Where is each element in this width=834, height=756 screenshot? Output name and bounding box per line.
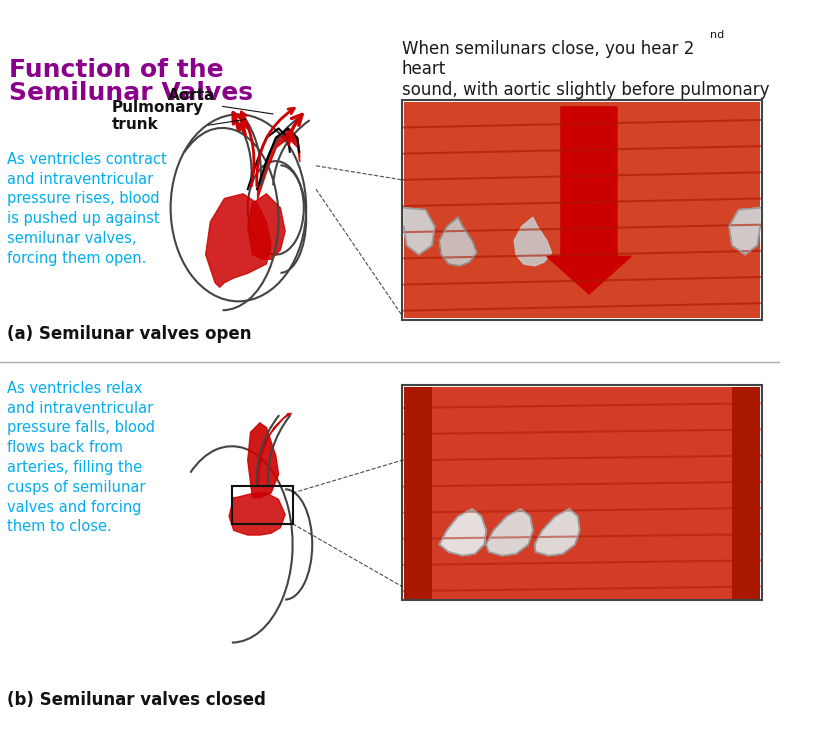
Bar: [404, 102, 760, 318]
Polygon shape: [440, 217, 477, 266]
Bar: [232, 486, 293, 524]
Bar: [404, 387, 760, 599]
Text: (a) Semilunar valves open: (a) Semilunar valves open: [8, 325, 252, 343]
FancyArrowPatch shape: [234, 115, 252, 184]
Polygon shape: [206, 194, 271, 287]
FancyArrow shape: [547, 107, 631, 294]
Text: heart
sound, with aortic slightly before pulmonary: heart sound, with aortic slightly before…: [402, 60, 770, 99]
Polygon shape: [258, 414, 292, 486]
Text: Semilunar Valves: Semilunar Valves: [9, 81, 254, 105]
FancyArrowPatch shape: [262, 118, 299, 184]
Polygon shape: [404, 208, 435, 255]
Text: nd: nd: [711, 30, 725, 40]
Bar: [402, 101, 762, 320]
Polygon shape: [486, 509, 533, 556]
Polygon shape: [515, 217, 551, 266]
FancyArrowPatch shape: [257, 416, 279, 485]
Polygon shape: [729, 208, 760, 255]
Bar: [732, 387, 760, 599]
Polygon shape: [535, 509, 580, 556]
Text: Pulmonary
trunk: Pulmonary trunk: [112, 100, 203, 132]
Text: As ventricles relax
and intraventricular
pressure falls, blood
flows back from
a: As ventricles relax and intraventricular…: [8, 381, 155, 534]
FancyArrowPatch shape: [243, 115, 261, 184]
FancyArrowPatch shape: [274, 121, 309, 184]
Text: (b) Semilunar valves closed: (b) Semilunar valves closed: [8, 691, 266, 709]
Polygon shape: [440, 509, 486, 556]
Bar: [404, 387, 432, 599]
Text: When semilunars close, you hear 2: When semilunars close, you hear 2: [402, 39, 695, 57]
Polygon shape: [248, 423, 279, 497]
FancyArrowPatch shape: [268, 416, 290, 485]
Text: As ventricles contract
and intraventricular
pressure rises, blood
is pushed up a: As ventricles contract and intraventricu…: [8, 152, 168, 266]
Text: Function of the: Function of the: [9, 58, 224, 82]
Bar: [402, 386, 762, 600]
Text: Aorta: Aorta: [168, 88, 215, 103]
Polygon shape: [229, 493, 285, 535]
Polygon shape: [248, 194, 285, 259]
